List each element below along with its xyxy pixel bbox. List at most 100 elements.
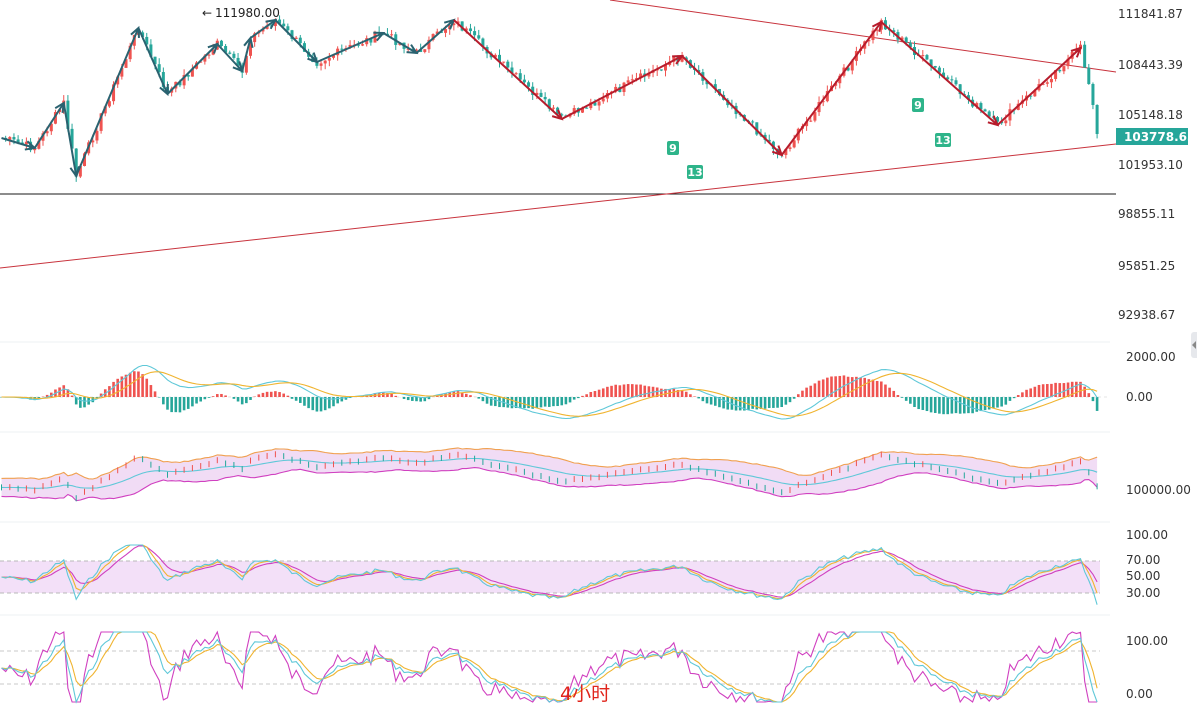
indicator-axis-tick: 30.00 [1126,586,1160,600]
macd-histogram-bar [91,397,95,403]
macd-histogram-bar [714,397,717,406]
upper-trendline [609,0,1117,73]
candle-body [933,66,937,68]
macd-histogram-bar [963,397,966,414]
candle-body [950,79,954,81]
macd-histogram-bar [1037,384,1041,397]
candle-body [892,30,896,33]
candle-body [332,55,335,58]
macd-histogram-bar [265,391,269,397]
macd-histogram-bar [743,397,746,411]
candle-body [211,49,215,55]
macd-histogram-bar [954,397,958,414]
candle-body [444,29,448,33]
macd-histogram-bar [967,397,970,414]
macd-histogram-bar [465,393,468,397]
macd-histogram-bar [1046,384,1049,397]
candle-body [149,44,153,57]
macd-histogram-bar [390,393,393,397]
macd-histogram-bar [950,397,954,414]
macd-histogram-bar [572,397,576,400]
indicator-axis-tick: 0.00 [1126,687,1153,701]
rsi-panel [0,544,1100,605]
macd-histogram-bar [589,391,593,397]
macd-histogram-bar [469,395,472,397]
candle-body [825,91,829,102]
candle-body [983,109,987,112]
macd-histogram-bar [751,397,754,409]
macd-histogram-bar [830,376,833,397]
candle-body [244,55,248,73]
macd-histogram-bar [564,397,568,405]
macd-histogram-bar [709,397,713,405]
macd-histogram-bar [543,397,547,407]
macd-histogram-bar [718,397,721,408]
macd-histogram-bar [560,397,564,406]
kdj-panel: 4小时 [0,630,1100,705]
macd-histogram-bar [610,385,613,397]
td-count-label: 9 [914,99,922,112]
candle-body [506,61,510,68]
candle-body [1029,95,1033,97]
candle-body [925,55,929,60]
macd-histogram-bar [577,397,580,399]
candle-body [361,44,365,46]
zigzag-segment [274,19,318,63]
candle-body [900,37,904,40]
candle-body [539,92,543,97]
macd-histogram-bar [99,393,103,397]
candle-body [1087,67,1091,84]
candle-body [846,67,850,71]
indicator-axis-tick: 100.00 [1126,634,1168,648]
macd-histogram-bar [411,397,414,401]
panel-collapse-handle[interactable] [1191,332,1197,358]
macd-histogram-bar [286,395,290,397]
macd-histogram-bar [1091,397,1095,402]
high-arrow-icon: ← [202,6,212,20]
macd-histogram-bar [274,391,277,397]
macd-histogram-bar [888,387,891,397]
macd-histogram-bar [112,381,115,397]
candle-body [1062,66,1066,72]
macd-histogram-bar [552,397,555,407]
macd-histogram-bar [319,397,323,412]
candle-body [543,96,547,100]
candle-body [435,31,439,35]
macd-histogram-bar [178,397,182,413]
macd-histogram-bar [942,397,945,415]
macd-histogram-bar [419,397,422,402]
macd-histogram-bar [269,391,273,397]
macd-histogram-bar [929,397,933,413]
macd-histogram-bar [299,397,302,403]
candle-body [755,122,759,135]
candle-body [838,75,842,84]
macd-histogram-bar [585,394,588,397]
candle-body [937,67,941,73]
indicator-axis-tick: 50.00 [1126,569,1160,583]
rsi6-line [1,544,1098,605]
candle-body [626,80,630,83]
candle-body [83,153,86,167]
macd-histogram-bar [697,397,700,399]
macd-histogram-bar [821,379,825,397]
zigzag-segment [382,32,418,54]
zigzag-segment [166,43,219,95]
candle-body [531,86,535,95]
candle-body [186,74,190,77]
macd-histogram-bar [992,397,995,409]
candle-body [448,25,452,30]
macd-histogram-bar [805,387,808,397]
macd-histogram-bar [664,388,667,397]
macd-histogram-bar [137,371,140,397]
td-count-badge [687,165,703,179]
rsi12-line [1,544,1098,600]
macd-histogram-bar [1016,395,1020,397]
macd-histogram-bar [855,376,858,397]
candle-body [817,102,821,113]
macd-histogram-bar [614,384,617,397]
macd-histogram-bar [191,397,194,407]
macd-histogram-bar [315,397,319,412]
macd-histogram-bar [917,397,920,410]
td-count-label: 13 [935,134,950,147]
